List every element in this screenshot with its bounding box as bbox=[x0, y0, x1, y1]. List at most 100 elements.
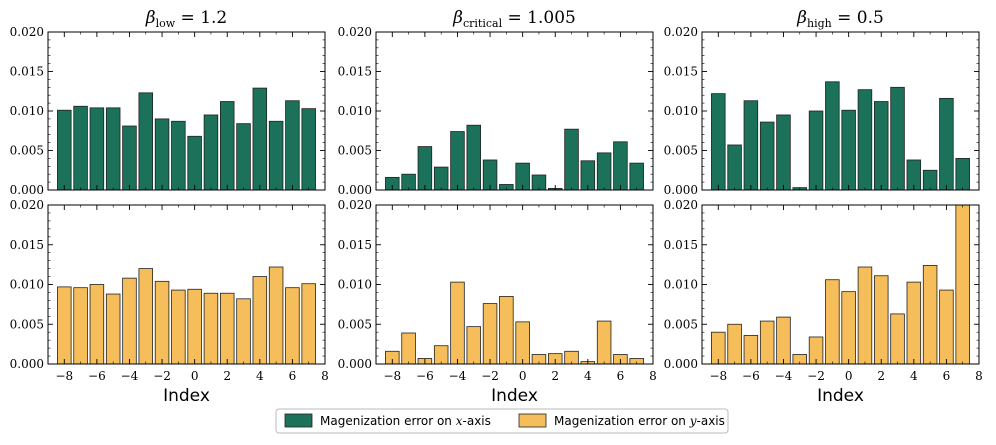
ytick-label-0-top-2: 0.010 bbox=[10, 104, 44, 118]
bar-y-0-6 bbox=[285, 287, 300, 365]
ytick-label-1-bottom-1: 0.005 bbox=[338, 317, 372, 331]
xtick-label-0-1: −6 bbox=[88, 369, 106, 383]
panel-frame-0-bottom bbox=[47, 204, 326, 365]
bar-y-1-5 bbox=[596, 320, 612, 365]
bar-y-1--7 bbox=[401, 332, 416, 365]
ytick-label-1-bottom-2: 0.010 bbox=[338, 278, 372, 292]
legend-frame bbox=[275, 408, 729, 434]
bar-y-2-7 bbox=[955, 204, 970, 365]
bar-x-2--7 bbox=[727, 144, 742, 191]
bar-y-0-2 bbox=[219, 292, 235, 365]
xtick-label-0-8: 8 bbox=[321, 369, 329, 383]
xtick-label-1-8: 8 bbox=[649, 369, 657, 383]
bar-x-2--1 bbox=[825, 81, 840, 191]
xtick-label-0-2: −4 bbox=[121, 369, 139, 383]
bar-y-0--5 bbox=[105, 293, 121, 365]
bar-x-0-1 bbox=[203, 114, 219, 191]
bar-y-2--5 bbox=[759, 320, 775, 365]
panel-title-0: βlow = 1.2 bbox=[145, 8, 227, 30]
ytick-label-1-top-0: 0.000 bbox=[338, 183, 372, 197]
bar-y-2-4 bbox=[906, 281, 922, 365]
xtick-label-2-8: 8 bbox=[975, 369, 983, 383]
bar-x-0-6 bbox=[285, 100, 300, 191]
bar-y-1-0 bbox=[515, 321, 530, 365]
xaxis-title-2: Index bbox=[817, 386, 864, 406]
bar-x-0--5 bbox=[105, 107, 121, 191]
bar-y-0--2 bbox=[154, 280, 170, 365]
bar-y-2--4 bbox=[776, 316, 791, 365]
bar-x-0--2 bbox=[154, 118, 170, 191]
xaxis-title-1: Index bbox=[491, 386, 538, 406]
ytick-label-0-bottom-1: 0.005 bbox=[10, 317, 44, 331]
bar-y-2-2 bbox=[873, 275, 889, 365]
legend-swatch-x bbox=[284, 413, 313, 428]
xtick-label-2-6: 4 bbox=[910, 369, 918, 383]
xtick-label-2-7: 6 bbox=[943, 369, 951, 383]
bar-x-2-7 bbox=[955, 157, 970, 191]
bar-x-0-4 bbox=[252, 87, 268, 191]
bar-x-2-2 bbox=[873, 101, 889, 191]
bar-x-1--4 bbox=[450, 131, 465, 191]
ytick-label-0-top-1: 0.005 bbox=[10, 144, 44, 158]
panel-0-top: 0.000 0.005 0.010 0.015 0.020 bbox=[10, 25, 326, 197]
ytick-label-1-bottom-0: 0.000 bbox=[338, 357, 372, 371]
xtick-label-0-3: −2 bbox=[153, 369, 171, 383]
xtick-label-0-5: 2 bbox=[223, 369, 231, 383]
bar-x-0-3 bbox=[236, 123, 251, 191]
bar-x-0-5 bbox=[268, 120, 284, 191]
ytick-label-1-top-2: 0.010 bbox=[338, 104, 372, 118]
ytick-label-0-bottom-3: 0.015 bbox=[10, 238, 44, 252]
bar-y-0--7 bbox=[73, 287, 88, 365]
bar-x-0-2 bbox=[219, 101, 235, 191]
xtick-label-2-5: 2 bbox=[877, 369, 885, 383]
bar-x-2--8 bbox=[711, 93, 726, 191]
bar-x-1--3 bbox=[466, 124, 482, 191]
bar-x-2-3 bbox=[890, 86, 905, 191]
panel-2-top: 0.000 0.005 0.010 0.015 0.020 bbox=[664, 25, 980, 197]
ytick-label-1-top-4: 0.020 bbox=[338, 25, 372, 39]
xtick-label-0-7: 6 bbox=[289, 369, 297, 383]
ytick-label-2-bottom-2: 0.010 bbox=[664, 278, 698, 292]
ytick-label-2-top-2: 0.010 bbox=[664, 104, 698, 118]
bar-y-2-1 bbox=[857, 266, 873, 365]
ytick-label-0-top-0: 0.000 bbox=[10, 183, 44, 197]
legend-label-y: Magenization error on y-axis bbox=[554, 414, 725, 428]
legend: Magenization error on x-axis Magenization… bbox=[275, 408, 729, 434]
xtick-label-2-1: −6 bbox=[742, 369, 760, 383]
xtick-label-1-0: −8 bbox=[383, 369, 401, 383]
bar-x-1-3 bbox=[564, 128, 579, 191]
bar-y-0--8 bbox=[57, 286, 72, 365]
bar-y-2-6 bbox=[939, 289, 954, 365]
panel-title-2: βhigh = 0.5 bbox=[796, 8, 884, 30]
ytick-label-0-bottom-2: 0.010 bbox=[10, 278, 44, 292]
bar-y-0-5 bbox=[268, 266, 284, 365]
bar-x-2--5 bbox=[759, 121, 775, 191]
ytick-label-2-bottom-4: 0.020 bbox=[664, 198, 698, 212]
bar-x-0-0 bbox=[187, 135, 202, 191]
bar-y-1--4 bbox=[450, 281, 465, 365]
bar-x-0--7 bbox=[73, 105, 88, 191]
ytick-label-1-top-3: 0.015 bbox=[338, 65, 372, 79]
bar-x-2-0 bbox=[841, 109, 856, 191]
bar-y-1--1 bbox=[499, 296, 514, 365]
bar-x-2--6 bbox=[743, 100, 759, 191]
xtick-label-1-5: 2 bbox=[551, 369, 559, 383]
bar-y-2-3 bbox=[890, 313, 905, 365]
xtick-label-2-4: 0 bbox=[845, 369, 853, 383]
panel-1-bottom: 0.000 0.005 0.010 0.015 0.020 −8 −6 −4 −2 0 2 4 6 8 In… bbox=[338, 198, 657, 406]
bar-x-1--5 bbox=[433, 166, 449, 191]
ytick-label-1-top-1: 0.005 bbox=[338, 144, 372, 158]
ytick-label-0-top-4: 0.020 bbox=[10, 25, 44, 39]
bar-x-0--8 bbox=[57, 109, 72, 191]
legend-swatch-y bbox=[518, 413, 547, 428]
panel-0-bottom: 0.000 0.005 0.010 0.015 0.020 −8 −6 −4 −2 0 2 4 6 8 In… bbox=[10, 198, 329, 406]
panel-1-top: 0.000 0.005 0.010 0.015 0.020 bbox=[338, 25, 654, 197]
bar-y-0-4 bbox=[252, 276, 268, 365]
bar-y-2-5 bbox=[922, 265, 938, 365]
xtick-label-0-4: 0 bbox=[191, 369, 199, 383]
ytick-label-0-top-3: 0.015 bbox=[10, 65, 44, 79]
bar-x-0--4 bbox=[122, 125, 137, 191]
bar-y-2-0 bbox=[841, 291, 856, 365]
ytick-label-2-bottom-0: 0.000 bbox=[664, 357, 698, 371]
panel-frame-2-bottom bbox=[701, 204, 980, 365]
